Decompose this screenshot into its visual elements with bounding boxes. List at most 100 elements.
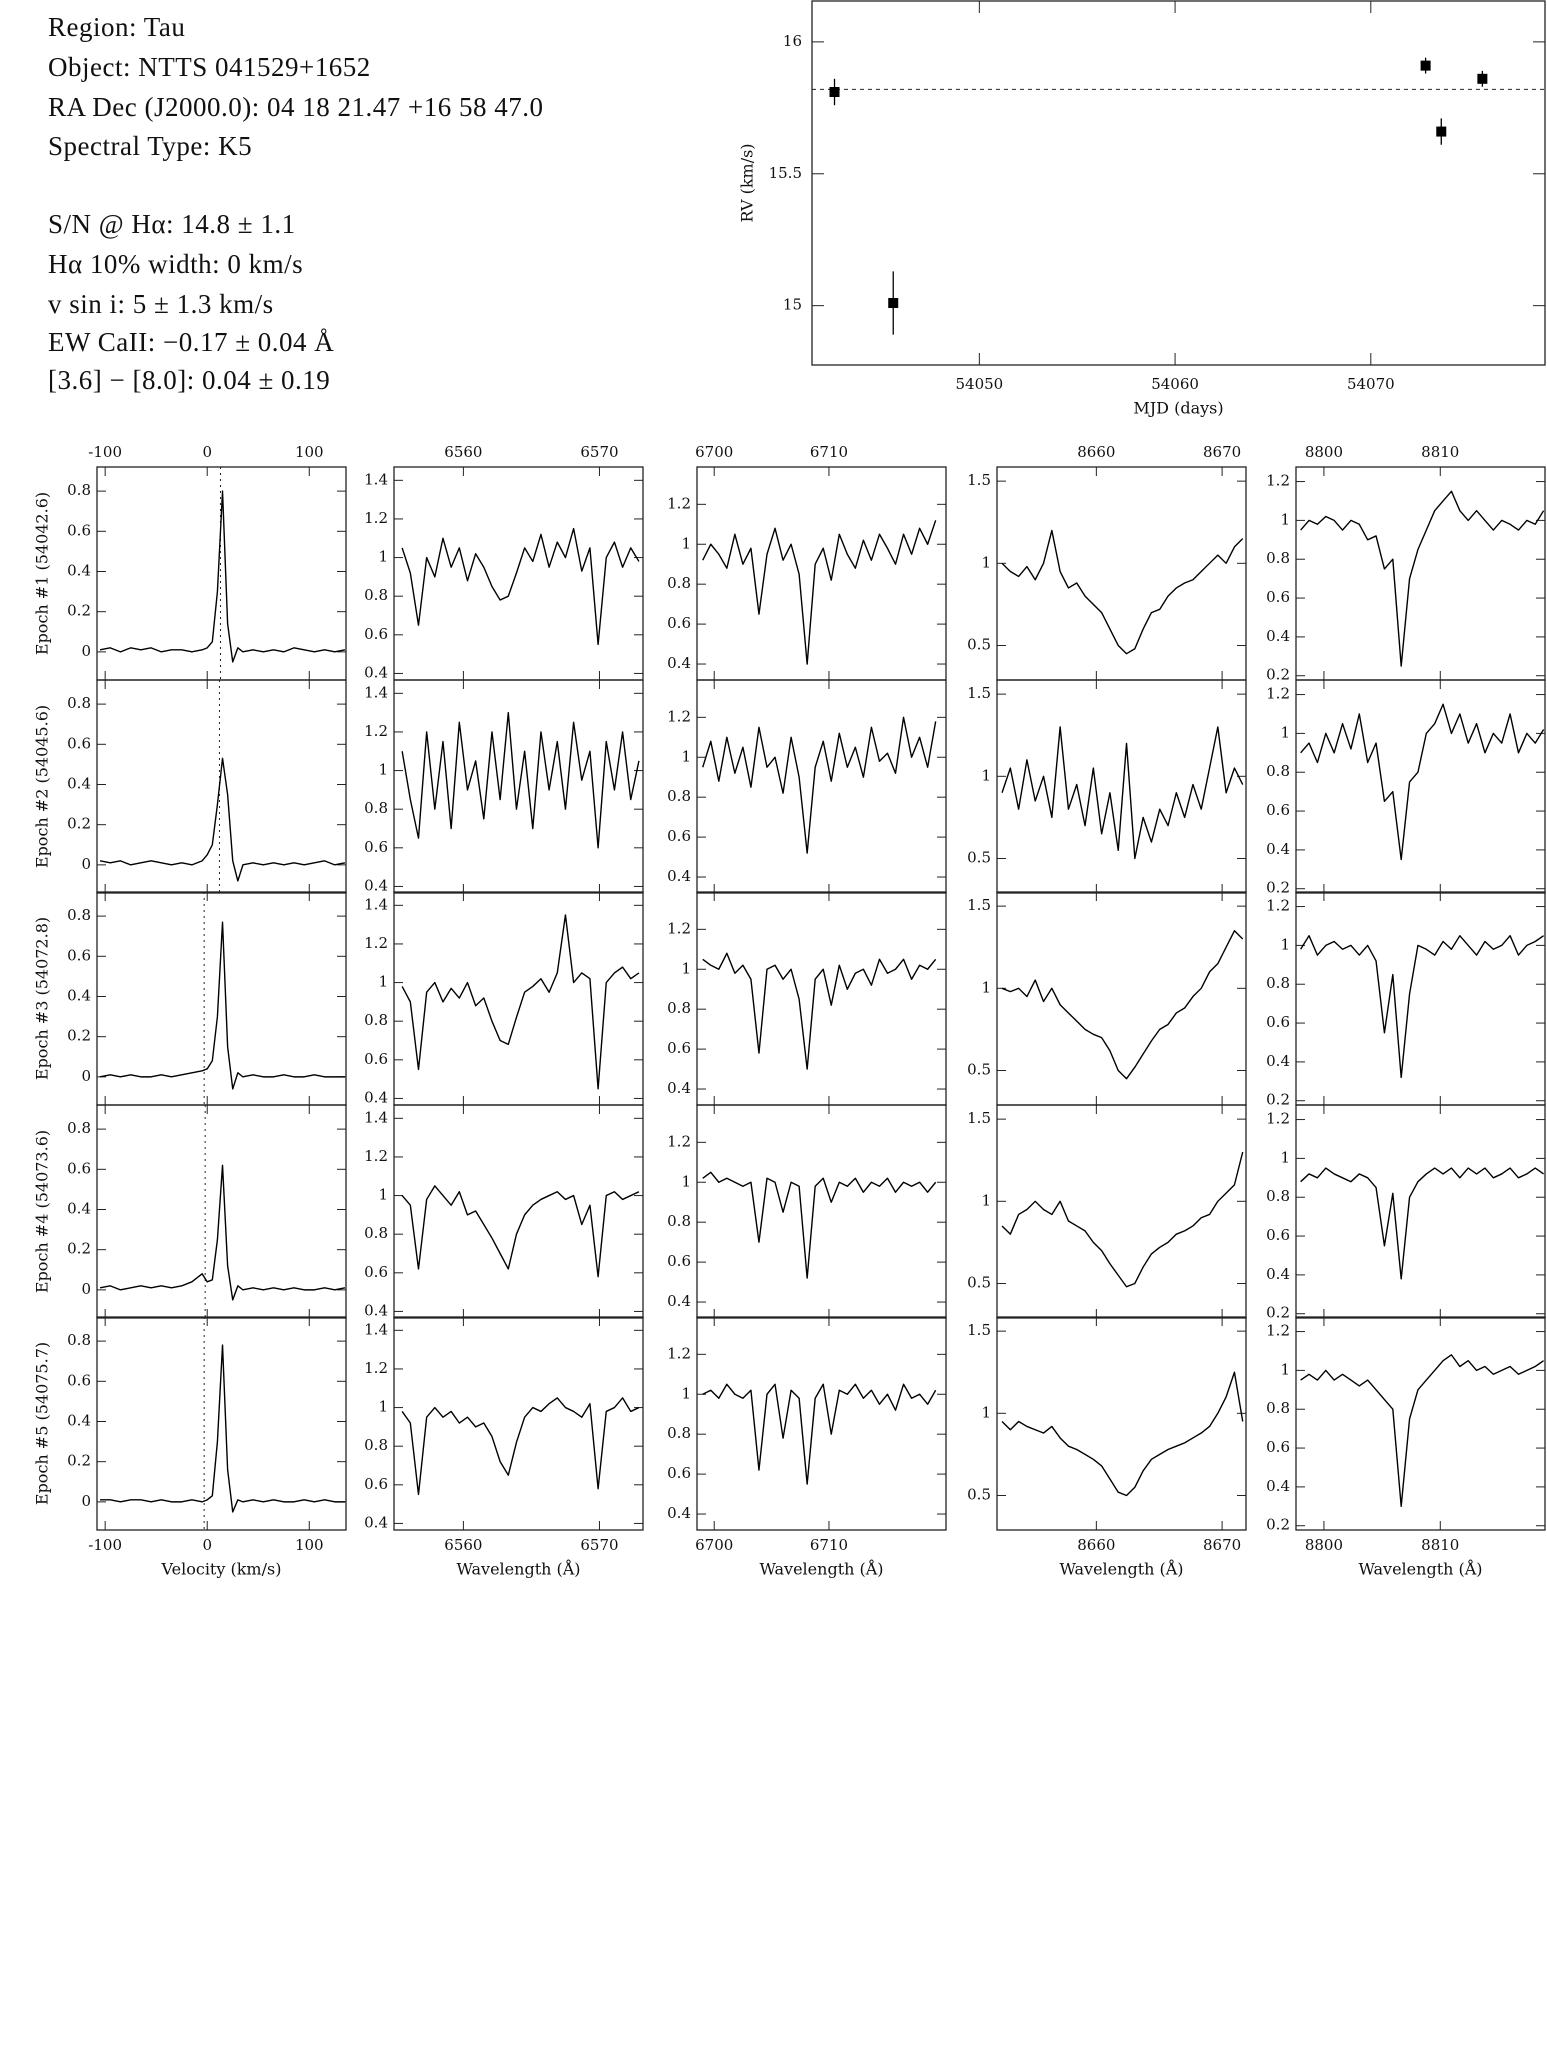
y-tick-label: 0.4 bbox=[1266, 1477, 1290, 1495]
y-tick-label: 0.5 bbox=[967, 848, 991, 866]
plot-frame bbox=[96, 1316, 347, 1531]
y-tick-label: 1 bbox=[378, 1186, 388, 1204]
y-tick-label: 15 bbox=[783, 296, 802, 314]
y-tick-label: 1 bbox=[981, 1403, 991, 1421]
y-tick-label: 0.4 bbox=[67, 986, 91, 1004]
x-tick-label: 8670 bbox=[1203, 443, 1241, 461]
y-tick-label: 1 bbox=[981, 978, 991, 996]
x-tick-label: 8800 bbox=[1305, 1536, 1343, 1554]
y-tick-label: 0.6 bbox=[364, 838, 388, 856]
y-tick-label: 0.8 bbox=[67, 1331, 91, 1349]
y-tick-label: 1 bbox=[1280, 1360, 1290, 1378]
spectrum-line bbox=[401, 711, 640, 849]
y-tick-label: 1 bbox=[681, 534, 691, 552]
spectrum-line bbox=[1300, 1354, 1544, 1508]
plot-frame bbox=[996, 1104, 1247, 1319]
y-tick-label: 0.8 bbox=[67, 1119, 91, 1137]
x-tick-label: 6570 bbox=[580, 1536, 618, 1554]
y-tick-label: 0.2 bbox=[1266, 1091, 1290, 1109]
y-tick-label: 1 bbox=[378, 1398, 388, 1416]
x-axis-label: Wavelength (Å) bbox=[1358, 1559, 1482, 1579]
info-line: RA Dec (J2000.0): 04 18 21.47 +16 58 47.… bbox=[48, 92, 543, 122]
y-tick-label: 1.4 bbox=[364, 1108, 388, 1126]
y-tick-label: 0.4 bbox=[667, 1292, 691, 1310]
plot-frame bbox=[1295, 679, 1546, 894]
y-tick-label: 1.5 bbox=[967, 1109, 991, 1127]
spectrum-line bbox=[100, 1344, 345, 1513]
spectrum-line bbox=[1001, 1371, 1244, 1497]
y-tick-label: 1.2 bbox=[1266, 897, 1290, 915]
plot-frame bbox=[696, 1104, 947, 1319]
x-tick-label: 6560 bbox=[444, 1536, 482, 1554]
x-tick-label: 8810 bbox=[1421, 1536, 1459, 1554]
spectrum-line bbox=[99, 921, 345, 1090]
y-tick-label: 1 bbox=[681, 1384, 691, 1402]
y-tick-label: 0 bbox=[81, 1280, 91, 1298]
y-tick-label: 1.2 bbox=[667, 494, 691, 512]
y-axis-label: RV (km/s) bbox=[738, 143, 757, 222]
y-tick-label: 0.6 bbox=[1266, 588, 1290, 606]
spectrum-line bbox=[1300, 934, 1544, 1079]
y-tick-label: 0.4 bbox=[67, 1199, 91, 1217]
y-tick-label: 0.5 bbox=[967, 1273, 991, 1291]
y-tick-label: 0.4 bbox=[364, 1088, 388, 1106]
x-tick-label: 54050 bbox=[955, 375, 1003, 393]
y-tick-label: 0.6 bbox=[67, 1159, 91, 1177]
y-tick-label: 0.2 bbox=[1266, 879, 1290, 897]
spectrum-line bbox=[1001, 1151, 1244, 1288]
y-tick-label: 0.8 bbox=[67, 906, 91, 924]
y-tick-label: 0.6 bbox=[1266, 1013, 1290, 1031]
y-tick-label: 1 bbox=[681, 959, 691, 977]
y-tick-label: 0.6 bbox=[667, 614, 691, 632]
y-tick-label: 0.6 bbox=[667, 1252, 691, 1270]
info-line: Object: NTTS 041529+1652 bbox=[48, 52, 371, 82]
y-tick-label: 0.4 bbox=[667, 1504, 691, 1522]
y-tick-label: 1.2 bbox=[1266, 1110, 1290, 1128]
y-tick-label: 0.4 bbox=[667, 654, 691, 672]
y-tick-label: 0.4 bbox=[1266, 840, 1290, 858]
y-tick-label: 1.4 bbox=[364, 683, 388, 701]
y-tick-label: 1.2 bbox=[1266, 1322, 1290, 1340]
y-tick-label: 0 bbox=[81, 855, 91, 873]
spectrum-line bbox=[99, 490, 346, 663]
x-tick-label: 8800 bbox=[1305, 443, 1343, 461]
y-tick-label: 0.4 bbox=[67, 561, 91, 579]
spectrum-line bbox=[99, 1164, 346, 1301]
y-tick-label: 0.6 bbox=[1266, 1226, 1290, 1244]
y-tick-label: 0.6 bbox=[1266, 801, 1290, 819]
x-tick-label: 6700 bbox=[695, 443, 733, 461]
x-tick-label: 0 bbox=[202, 1536, 212, 1554]
spectrum-line bbox=[401, 1185, 640, 1278]
x-tick-label: 6570 bbox=[580, 443, 618, 461]
y-tick-label: 1.5 bbox=[967, 896, 991, 914]
y-tick-label: 0.8 bbox=[1266, 1399, 1290, 1417]
y-tick-label: 16 bbox=[783, 32, 802, 50]
y-tick-label: 0.2 bbox=[67, 1027, 91, 1045]
y-tick-label: 1.2 bbox=[364, 509, 388, 527]
y-tick-label: 1.5 bbox=[967, 1321, 991, 1339]
y-tick-label: 0 bbox=[81, 1067, 91, 1085]
y-tick-label: 0.5 bbox=[967, 1060, 991, 1078]
y-tick-label: 0.5 bbox=[967, 1485, 991, 1503]
y-tick-label: 1.4 bbox=[364, 895, 388, 913]
y-tick-label: 0.6 bbox=[364, 1050, 388, 1068]
x-tick-label: 100 bbox=[295, 1536, 324, 1554]
plot-frame bbox=[996, 1316, 1247, 1531]
plot-frame bbox=[393, 1316, 644, 1531]
x-tick-label: 6560 bbox=[444, 443, 482, 461]
x-axis-label: Wavelength (Å) bbox=[759, 1559, 883, 1579]
y-tick-label: 0.8 bbox=[667, 1424, 691, 1442]
y-tick-label: 0.8 bbox=[667, 999, 691, 1017]
x-tick-label: 6710 bbox=[810, 443, 848, 461]
y-tick-label: 0.4 bbox=[667, 867, 691, 885]
spectrum-line bbox=[702, 716, 937, 854]
plot-frame bbox=[1295, 1104, 1546, 1319]
y-tick-label: 0.8 bbox=[667, 787, 691, 805]
x-tick-label: 8810 bbox=[1421, 443, 1459, 461]
plot-frame bbox=[811, 0, 1546, 366]
y-tick-label: 0.4 bbox=[364, 663, 388, 681]
plot-frame bbox=[96, 1104, 347, 1319]
y-tick-label: 1.2 bbox=[667, 919, 691, 937]
y-tick-label: 0.8 bbox=[364, 586, 388, 604]
